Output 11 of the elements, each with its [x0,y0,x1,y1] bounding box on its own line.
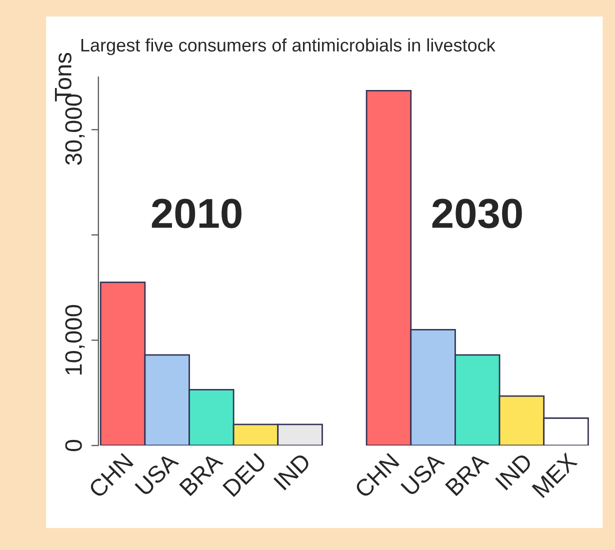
x-tick-label: USA [400,452,446,496]
annotation: 2010 [152,198,242,228]
y-tick-label: 0 [65,440,82,452]
y-tick-label: 10,000 [65,305,85,375]
x-tick-label: BRA [445,452,490,496]
x-tick-label: IND [495,452,533,490]
x-tick-label: IND [273,452,312,490]
chart-title: Largest five consumers of antimicrobials in livestock [81,38,496,56]
x-tick-label: USA [134,452,180,496]
annotation: 2030 [432,198,522,228]
x-tick-label: BRA [179,452,224,496]
